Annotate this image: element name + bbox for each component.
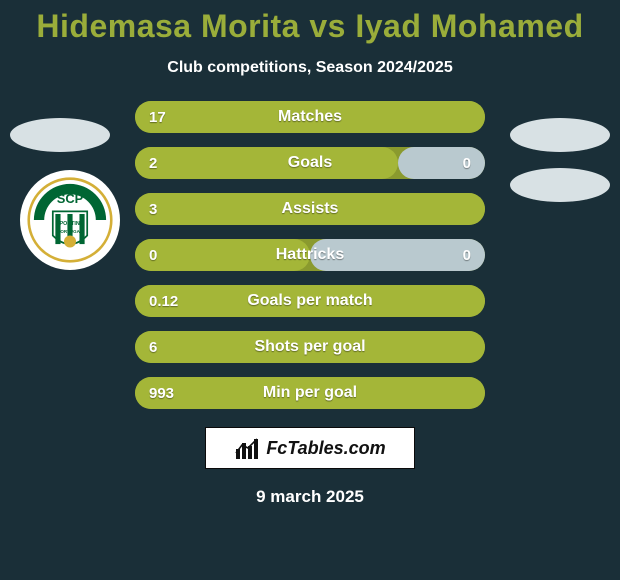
brand-text: FcTables.com xyxy=(266,438,385,459)
svg-text:SCP: SCP xyxy=(57,191,84,206)
page-title: Hidemasa Morita vs Iyad Mohamed xyxy=(0,0,620,45)
stat-value-left: 6 xyxy=(149,339,157,356)
stat-label: Min per goal xyxy=(263,384,357,402)
stat-value-right: 0 xyxy=(463,155,471,172)
stat-row: 993 Min per goal xyxy=(135,377,485,409)
stat-value-left: 17 xyxy=(149,109,166,126)
stat-row: 0.12 Goals per match xyxy=(135,285,485,317)
stat-label: Hattricks xyxy=(276,246,344,264)
stat-label: Assists xyxy=(282,200,339,218)
stat-value-left: 0 xyxy=(149,247,157,264)
left-country-flag-placeholder xyxy=(10,118,110,152)
stat-label: Goals xyxy=(288,154,332,172)
date-text: 9 march 2025 xyxy=(0,487,620,507)
stat-label: Matches xyxy=(278,108,342,126)
stat-row: 3 Assists xyxy=(135,193,485,225)
stat-row: 2 Goals 0 xyxy=(135,147,485,179)
stat-value-left: 3 xyxy=(149,201,157,218)
stat-label: Goals per match xyxy=(247,292,372,310)
subtitle: Club competitions, Season 2024/2025 xyxy=(0,59,620,77)
brand-box[interactable]: FcTables.com xyxy=(205,427,415,469)
svg-text:SPORTING: SPORTING xyxy=(56,221,84,227)
sporting-cp-crest-icon: SCP SPORTING PORTUGAL xyxy=(27,177,113,263)
right-country-flag-placeholder xyxy=(510,118,610,152)
stat-fill-left xyxy=(135,147,398,179)
stat-value-right: 0 xyxy=(463,247,471,264)
stat-label: Shots per goal xyxy=(254,338,365,356)
stat-value-left: 2 xyxy=(149,155,157,172)
right-club-crest-placeholder xyxy=(510,168,610,202)
brand-bars-icon xyxy=(234,435,262,461)
stat-row: 17 Matches xyxy=(135,101,485,133)
stat-row: 6 Shots per goal xyxy=(135,331,485,363)
stat-value-left: 0.12 xyxy=(149,293,178,310)
stat-fill-right xyxy=(398,147,486,179)
stat-value-left: 993 xyxy=(149,385,174,402)
stat-row: 0 Hattricks 0 xyxy=(135,239,485,271)
left-club-crest: SCP SPORTING PORTUGAL xyxy=(20,170,120,270)
svg-text:PORTUGAL: PORTUGAL xyxy=(57,229,82,234)
